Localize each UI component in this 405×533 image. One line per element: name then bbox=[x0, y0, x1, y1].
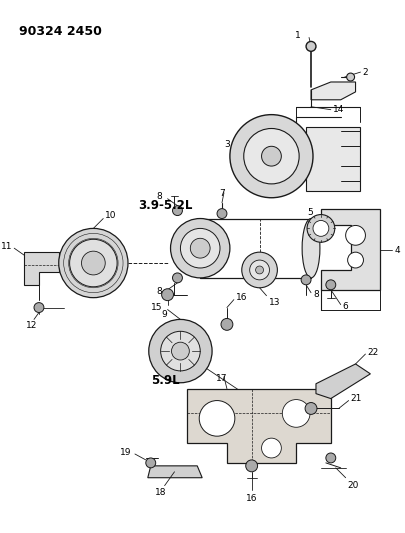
Circle shape bbox=[306, 215, 334, 243]
Text: 10: 10 bbox=[105, 211, 117, 220]
Circle shape bbox=[325, 280, 335, 290]
Circle shape bbox=[220, 318, 232, 330]
Circle shape bbox=[199, 401, 234, 436]
Circle shape bbox=[34, 303, 44, 312]
Ellipse shape bbox=[301, 219, 319, 278]
Circle shape bbox=[325, 453, 335, 463]
Text: 8: 8 bbox=[312, 290, 318, 299]
Text: 15: 15 bbox=[151, 303, 162, 312]
Text: 14: 14 bbox=[332, 105, 343, 114]
Polygon shape bbox=[320, 208, 379, 290]
Text: 19: 19 bbox=[119, 448, 131, 456]
Circle shape bbox=[148, 319, 211, 383]
Circle shape bbox=[245, 460, 257, 472]
Text: 3.9-5.2L: 3.9-5.2L bbox=[138, 199, 192, 212]
Circle shape bbox=[255, 266, 263, 274]
Circle shape bbox=[161, 289, 173, 301]
Circle shape bbox=[170, 219, 229, 278]
Circle shape bbox=[180, 229, 220, 268]
Circle shape bbox=[261, 438, 281, 458]
Text: 4: 4 bbox=[393, 246, 399, 255]
Text: 18: 18 bbox=[155, 488, 166, 497]
Circle shape bbox=[69, 239, 117, 287]
Text: 6: 6 bbox=[342, 302, 347, 311]
Text: 22: 22 bbox=[367, 348, 378, 357]
Circle shape bbox=[217, 208, 226, 219]
Text: 1: 1 bbox=[295, 31, 301, 40]
Circle shape bbox=[345, 225, 364, 245]
Circle shape bbox=[261, 146, 281, 166]
Circle shape bbox=[160, 332, 200, 371]
Circle shape bbox=[304, 402, 316, 414]
Circle shape bbox=[172, 273, 182, 283]
Bar bbox=[305, 126, 360, 191]
Circle shape bbox=[347, 252, 362, 268]
Circle shape bbox=[172, 206, 182, 215]
Text: 8: 8 bbox=[156, 192, 162, 201]
Text: 20: 20 bbox=[347, 481, 358, 490]
Text: 3: 3 bbox=[224, 140, 229, 149]
Circle shape bbox=[171, 342, 189, 360]
Polygon shape bbox=[315, 364, 369, 399]
Polygon shape bbox=[147, 466, 202, 478]
Text: 5: 5 bbox=[307, 208, 312, 217]
Circle shape bbox=[312, 221, 328, 236]
Text: 17: 17 bbox=[216, 374, 227, 383]
Text: 16: 16 bbox=[235, 293, 247, 302]
Polygon shape bbox=[310, 82, 355, 100]
Text: 8: 8 bbox=[156, 287, 162, 296]
Circle shape bbox=[241, 252, 277, 288]
Text: 5.9L: 5.9L bbox=[150, 374, 179, 387]
Text: 9: 9 bbox=[161, 310, 167, 319]
Circle shape bbox=[59, 229, 128, 297]
Circle shape bbox=[281, 400, 309, 427]
Circle shape bbox=[81, 251, 105, 275]
Circle shape bbox=[190, 238, 210, 258]
Text: 11: 11 bbox=[1, 242, 12, 251]
Text: 13: 13 bbox=[268, 297, 279, 306]
Circle shape bbox=[249, 260, 269, 280]
Text: 16: 16 bbox=[245, 494, 257, 503]
Circle shape bbox=[346, 73, 354, 81]
Text: 2: 2 bbox=[362, 68, 367, 77]
Polygon shape bbox=[187, 389, 330, 463]
Text: 21: 21 bbox=[350, 394, 361, 403]
Text: 7: 7 bbox=[219, 189, 224, 198]
Text: 90324 2450: 90324 2450 bbox=[19, 25, 102, 38]
Circle shape bbox=[229, 115, 312, 198]
Circle shape bbox=[301, 275, 310, 285]
Circle shape bbox=[145, 458, 155, 468]
Circle shape bbox=[305, 42, 315, 51]
Polygon shape bbox=[24, 252, 59, 285]
Circle shape bbox=[243, 128, 298, 184]
Text: 12: 12 bbox=[26, 321, 38, 330]
